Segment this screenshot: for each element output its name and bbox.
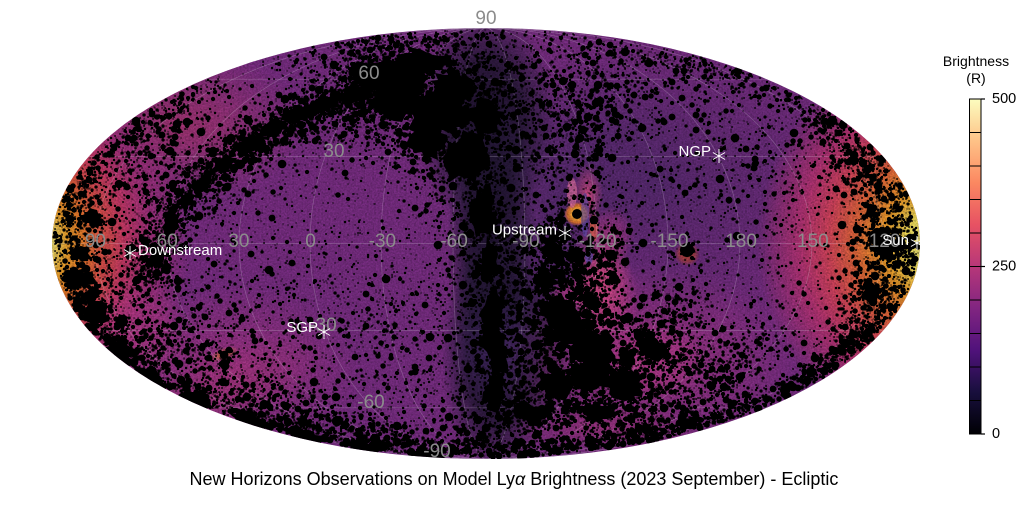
- svg-text:60: 60: [358, 63, 379, 84]
- svg-text:0: 0: [305, 231, 316, 252]
- svg-text:-30: -30: [369, 231, 396, 252]
- svg-text:500: 500: [992, 91, 1016, 107]
- svg-text:90: 90: [475, 8, 496, 29]
- svg-text:-60: -60: [357, 392, 384, 413]
- svg-text:-30: -30: [309, 315, 336, 336]
- svg-text:30: 30: [228, 231, 249, 252]
- svg-text:-150: -150: [650, 231, 688, 252]
- svg-text:New Horizons Observations on M: New Horizons Observations on Model Lyα B…: [190, 469, 839, 489]
- svg-text:250: 250: [992, 258, 1016, 274]
- svg-text:-90: -90: [423, 441, 450, 462]
- svg-text:Downstream: Downstream: [138, 242, 222, 259]
- svg-text:Brightness: Brightness: [943, 53, 1009, 69]
- svg-text:150: 150: [797, 231, 829, 252]
- svg-text:-120: -120: [579, 231, 617, 252]
- svg-text:Sun: Sun: [882, 232, 909, 249]
- svg-text:90: 90: [85, 231, 106, 252]
- svg-text:30: 30: [323, 141, 344, 162]
- svg-text:(R): (R): [966, 70, 985, 86]
- svg-text:-60: -60: [440, 231, 467, 252]
- svg-text:-90: -90: [512, 231, 539, 252]
- svg-text:60: 60: [157, 231, 178, 252]
- svg-text:NGP: NGP: [678, 143, 711, 160]
- svg-text:SGP: SGP: [286, 319, 318, 336]
- svg-text:120: 120: [869, 231, 901, 252]
- svg-text:180: 180: [725, 231, 757, 252]
- svg-text:0: 0: [992, 426, 1000, 442]
- svg-text:Upstream: Upstream: [492, 222, 557, 239]
